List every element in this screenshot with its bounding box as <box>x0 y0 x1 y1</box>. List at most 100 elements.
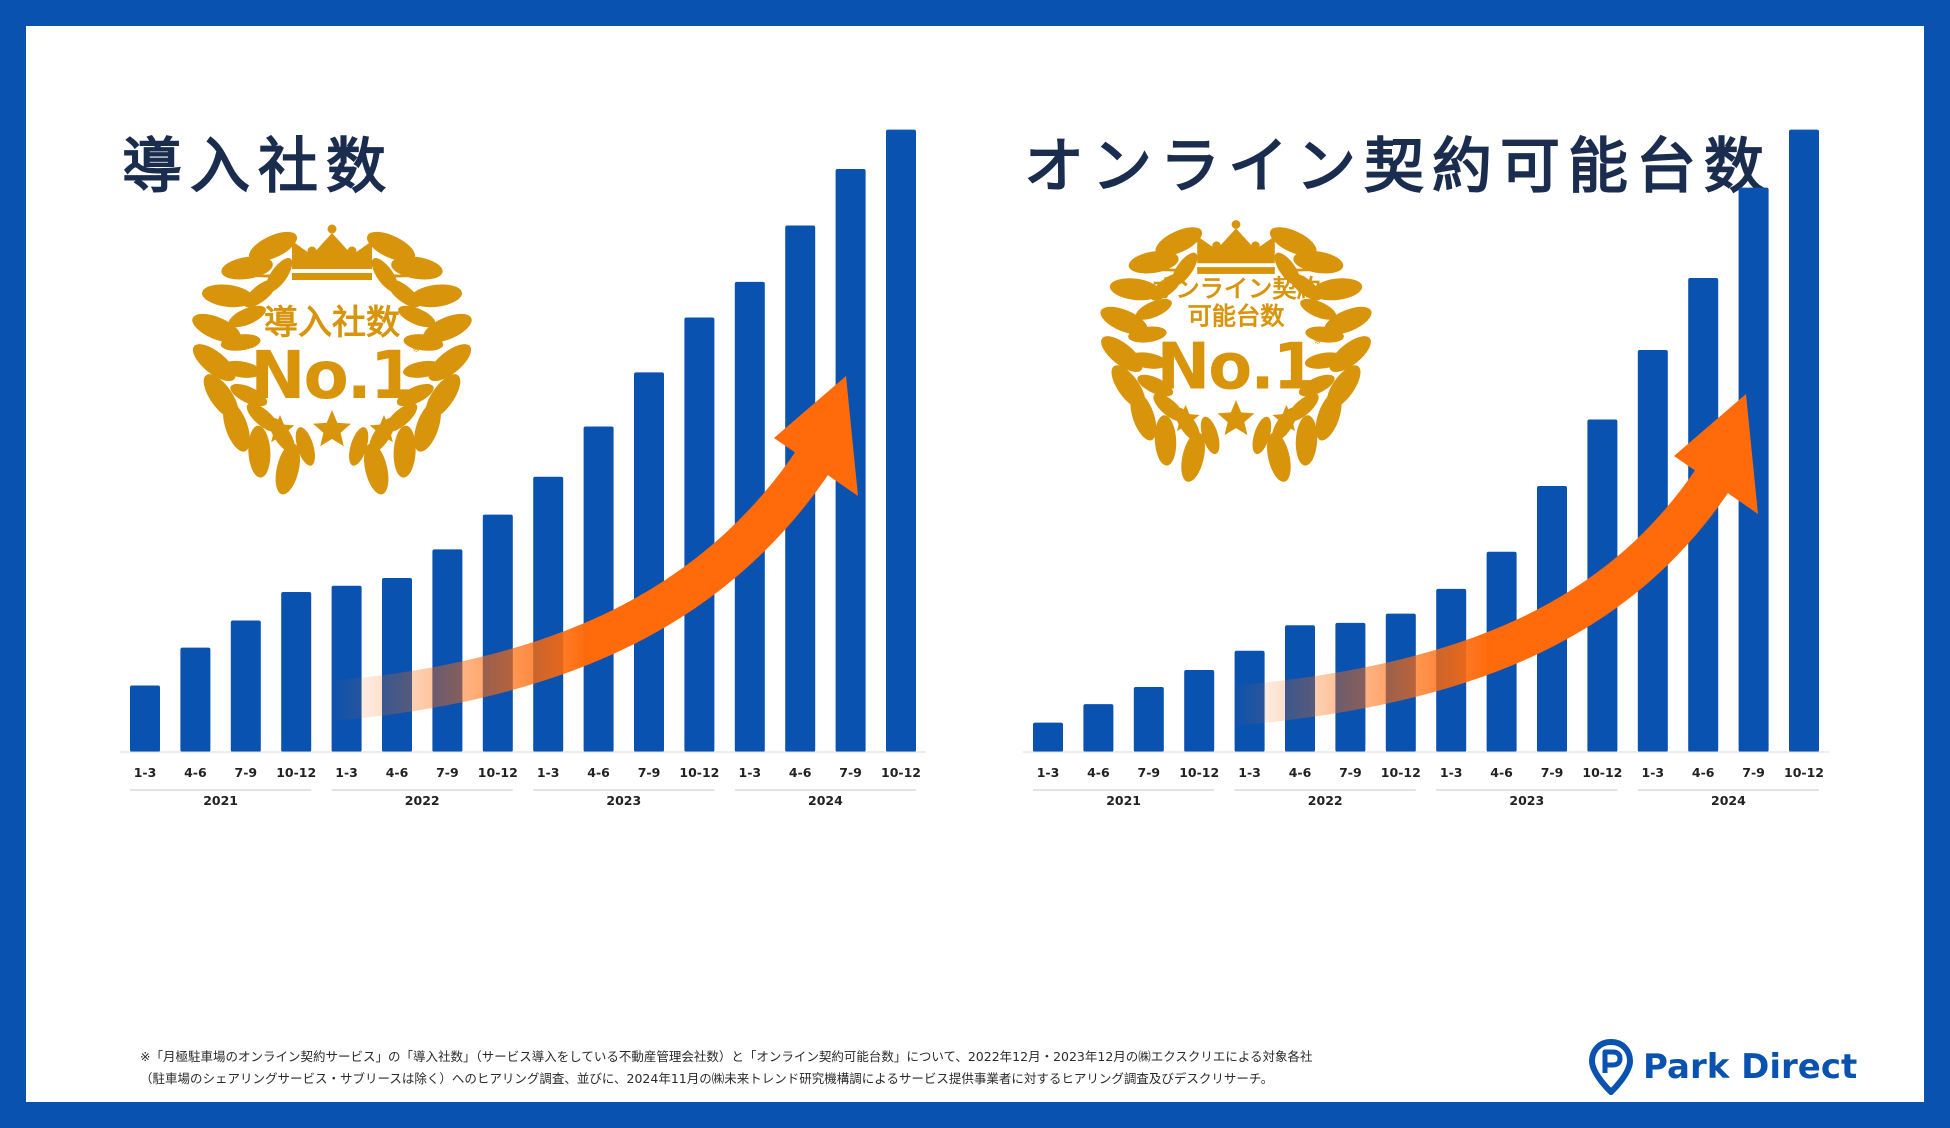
laurel-leaf <box>221 360 261 378</box>
laurel-leaf <box>1200 416 1220 455</box>
bar <box>130 685 160 752</box>
crown-line-left <box>222 274 284 278</box>
badge-note-mark: ※ <box>412 344 420 355</box>
star-icon <box>1171 404 1200 432</box>
laurel-leaf <box>1305 326 1344 343</box>
bar <box>230 620 261 752</box>
crown-line-right <box>380 274 442 278</box>
laurel-leaf <box>1315 392 1342 441</box>
laurel-leaf <box>1130 392 1157 441</box>
laurel-leaf <box>1269 227 1317 257</box>
laurel-leaf <box>403 334 444 351</box>
laurel-leaf <box>248 425 271 478</box>
laurel-leaf <box>228 305 266 328</box>
x-tick-label: 10-12 <box>679 765 719 780</box>
star-icon <box>313 410 351 447</box>
bar <box>1083 704 1114 752</box>
x-tick-label: 10-12 <box>1381 765 1421 780</box>
x-tick-label: 10-12 <box>1784 765 1824 780</box>
x-tick-label: 4-6 <box>386 765 409 780</box>
year-label: 2021 <box>203 793 238 808</box>
crown-jewel <box>1212 241 1221 251</box>
laurel-leaf <box>428 344 472 382</box>
laurel-leaf <box>1311 278 1363 301</box>
x-tick-label: 1-3 <box>1440 765 1463 780</box>
x-tick-label: 4-6 <box>587 765 610 780</box>
laurel-leaf <box>295 427 315 466</box>
laurel-leaf <box>275 443 301 495</box>
x-tick-label: 1-3 <box>134 765 157 780</box>
crown-jewel <box>1270 227 1280 237</box>
laurel-leaf <box>1267 432 1291 482</box>
park-direct-logo[interactable]: Park Direct <box>1589 1036 1857 1098</box>
badge-label: オンライン契約 <box>1151 274 1321 303</box>
crown-jewel <box>347 246 357 256</box>
crown-jewel <box>327 224 337 234</box>
year-label: 2024 <box>1711 793 1746 808</box>
x-tick-label: 7-9 <box>638 765 661 780</box>
x-tick-label: 4-6 <box>789 765 812 780</box>
x-tick-label: 10-12 <box>881 765 921 780</box>
footnote-line-2: （駐車場のシェアリングサービス・サブリースは除く）へのヒアリング調査、並びに、2… <box>140 1071 1274 1086</box>
right-chart-title: オンライン契約可能台数 <box>1024 132 1772 202</box>
x-tick-label: 1-3 <box>739 765 762 780</box>
laurel-leaf <box>1100 306 1148 335</box>
laurel-leaf <box>223 401 250 452</box>
laurel-leaf <box>1329 336 1371 372</box>
year-label: 2023 <box>606 793 641 808</box>
crown-body <box>1197 228 1275 264</box>
x-tick-label: 7-9 <box>1742 765 1765 780</box>
white-panel: 導入社数 オンライン契約可能台数 1-3 4-6 7-9 10-12 1-3 4-6 7-9… <box>26 26 1924 1102</box>
laurel-leaf <box>1101 336 1143 372</box>
crown-jewel <box>1231 220 1241 229</box>
crown-jewel <box>367 232 377 242</box>
laurel-leaf <box>1154 415 1177 466</box>
laurel-leaf <box>220 334 261 351</box>
x-tick-label: 7-9 <box>1138 765 1161 780</box>
year-label: 2022 <box>1308 793 1343 808</box>
laurel-leaf <box>1128 250 1179 274</box>
laurel-leaf <box>1128 352 1168 369</box>
x-tick-label: 4-6 <box>184 765 207 780</box>
x-tick-label: 4-6 <box>1289 765 1312 780</box>
laurel-leaf <box>396 383 434 407</box>
laurel-leaf <box>1135 298 1172 320</box>
year-label: 2021 <box>1106 793 1141 808</box>
x-tick-label: 1-3 <box>1037 765 1060 780</box>
bar <box>533 476 564 752</box>
logo-text: Park Direct <box>1643 1047 1858 1087</box>
laurel-leaf <box>1128 326 1167 343</box>
bar <box>281 591 312 752</box>
bar <box>634 372 664 752</box>
x-tick-label: 10-12 <box>276 765 316 780</box>
left-chart-title: 導入社数 <box>122 132 394 202</box>
x-tick-label: 10-12 <box>478 765 518 780</box>
arrow-head <box>774 376 858 496</box>
crown-base <box>1197 267 1275 274</box>
crown-base <box>292 273 372 280</box>
x-tick-label: 1-3 <box>1642 765 1665 780</box>
laurel-leaf <box>1181 432 1205 482</box>
arrow-head <box>1674 394 1758 514</box>
x-tick-label: 7-9 <box>839 765 862 780</box>
star-icon <box>265 415 295 443</box>
laurel-leaf <box>366 231 416 262</box>
laurel-leaf <box>230 383 268 407</box>
star-icon <box>1217 400 1255 436</box>
bar <box>1789 129 1819 753</box>
x-tick-label: 10-12 <box>1582 765 1622 780</box>
bar <box>886 129 916 753</box>
left-bar-chart: 1-3 4-6 7-9 10-12 1-3 4-6 7-9 10-12 1-3 4-6 7-9 10-… <box>120 129 926 808</box>
badge-no1: No.1 <box>250 337 414 414</box>
laurel-leaf <box>248 231 298 262</box>
laurel-leaf <box>1137 374 1174 397</box>
laurel-leaf <box>201 284 254 308</box>
x-tick-label: 1-3 <box>537 765 560 780</box>
laurel-leaf <box>1324 306 1372 335</box>
laurel-leaf <box>192 344 236 382</box>
x-tick-label: 10-12 <box>1179 765 1219 780</box>
bar <box>1738 187 1769 752</box>
x-tick-label: 4-6 <box>1490 765 1513 780</box>
